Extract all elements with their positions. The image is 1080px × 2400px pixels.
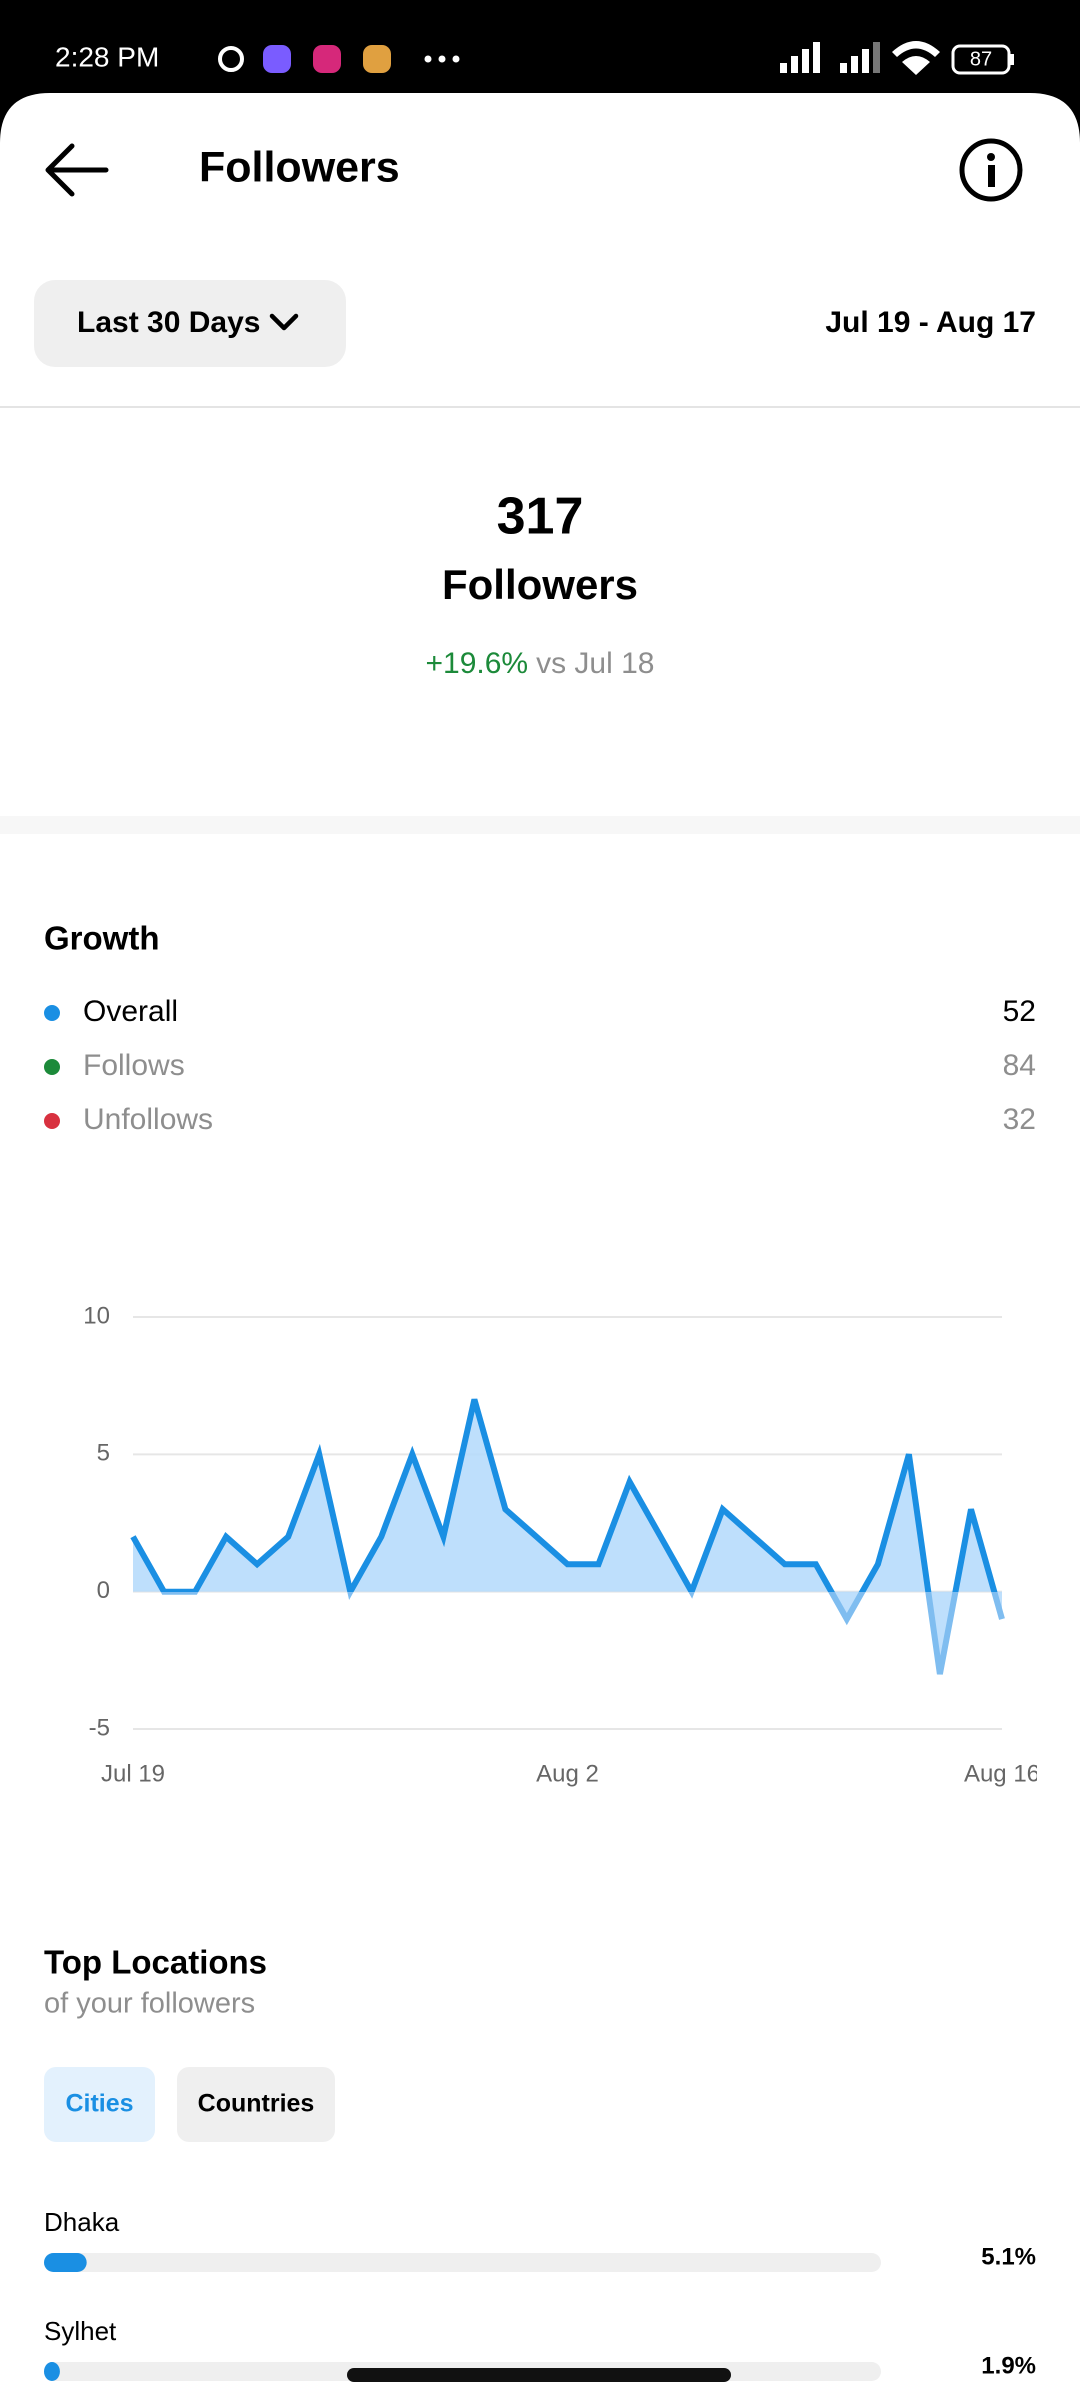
battery-level: 87 bbox=[970, 48, 992, 70]
back-button[interactable] bbox=[45, 143, 109, 197]
status-time: 2:28 PM bbox=[55, 41, 159, 72]
y-tick-label: -5 bbox=[89, 1714, 110, 1741]
follower-count: 317 bbox=[497, 488, 584, 546]
legend-name: Follows bbox=[83, 1049, 185, 1082]
info-button[interactable] bbox=[959, 138, 1023, 202]
x-tick-label: Aug 2 bbox=[536, 1760, 599, 1787]
legend-name: Unfollows bbox=[83, 1103, 213, 1136]
line-negative bbox=[160, 1592, 1005, 1675]
growth-chart: -5 0 5 10 Jul 19 Aug 2 Aug 16 bbox=[83, 1302, 1040, 1787]
header-title: Followers bbox=[199, 143, 400, 191]
area bbox=[133, 1399, 1002, 1675]
tab-cities[interactable] bbox=[44, 2067, 155, 2142]
tab-countries[interactable] bbox=[177, 2067, 335, 2142]
legend-value: 52 bbox=[1003, 995, 1036, 1028]
legend-value: 32 bbox=[1003, 1103, 1036, 1136]
x-tick-label: Jul 19 bbox=[101, 1760, 165, 1787]
y-tick-label: 5 bbox=[97, 1440, 110, 1467]
date-range: Jul 19 - Aug 17 bbox=[825, 306, 1036, 339]
status-icons bbox=[218, 41, 1014, 75]
location-name: Sylhet bbox=[44, 2316, 117, 2346]
location-track bbox=[44, 2253, 881, 2272]
locations-title: Top Locations bbox=[44, 1944, 267, 1981]
change-comparison: vs Jul 18 bbox=[536, 647, 654, 680]
y-tick-label: 0 bbox=[97, 1577, 110, 1604]
legend-dot bbox=[44, 1113, 60, 1129]
period-label: Last 30 Days bbox=[77, 306, 260, 339]
card bbox=[0, 93, 1080, 2400]
growth-title: Growth bbox=[44, 920, 159, 957]
location-value: 1.9% bbox=[981, 2352, 1036, 2379]
period-dropdown[interactable] bbox=[34, 280, 346, 367]
x-tick-label: Aug 16 bbox=[964, 1760, 1040, 1787]
locations-subtitle: of your followers bbox=[44, 1988, 255, 2020]
home-indicator bbox=[347, 2368, 731, 2382]
follower-label: Followers bbox=[442, 561, 638, 608]
y-tick-label: 10 bbox=[83, 1302, 110, 1329]
line bbox=[130, 1398, 998, 1592]
change-line: +19.6% vs Jul 18 bbox=[426, 647, 655, 680]
legend-value: 84 bbox=[1003, 1049, 1036, 1082]
location-name: Dhaka bbox=[44, 2207, 120, 2237]
location-bar bbox=[44, 2253, 87, 2272]
growth-legend: Overall 52 Follows 84 Unfollows 32 bbox=[44, 995, 1036, 1136]
tab-countries-label: Countries bbox=[198, 2090, 315, 2118]
legend-dot bbox=[44, 1005, 60, 1021]
divider bbox=[0, 406, 1080, 408]
legend-dot bbox=[44, 1059, 60, 1075]
change-value: +19.6% bbox=[426, 647, 529, 680]
dropdown-chevron bbox=[269, 313, 299, 331]
location-value: 5.1% bbox=[981, 2243, 1036, 2270]
tab-cities-label: Cities bbox=[65, 2090, 133, 2118]
legend-name: Overall bbox=[83, 995, 178, 1028]
location-bar bbox=[44, 2362, 60, 2381]
section-separator bbox=[0, 816, 1080, 834]
